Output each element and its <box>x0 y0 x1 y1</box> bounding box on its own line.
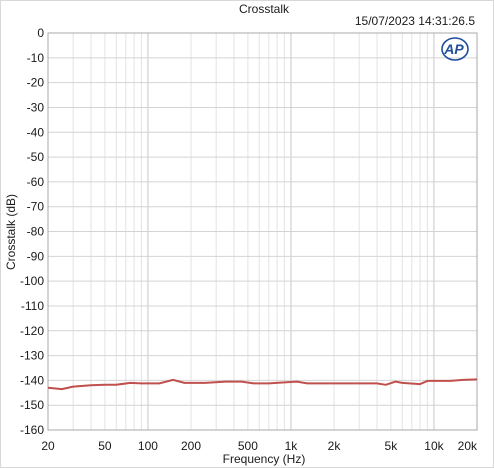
y-tick-label: -120 <box>20 324 44 338</box>
chart-title: Crosstalk <box>239 2 290 16</box>
grid <box>48 33 477 430</box>
x-tick-label: 1k <box>285 439 299 453</box>
x-tick-label: 5k <box>385 439 399 453</box>
plot-area <box>47 32 478 431</box>
y-tick-label: -140 <box>20 373 44 387</box>
ap-logo-ring <box>441 37 469 61</box>
ap-logo-text: AP <box>443 41 464 57</box>
y-tick-label: -40 <box>27 125 45 139</box>
x-tick-label: 2k <box>328 439 342 453</box>
x-tick-label: 500 <box>238 439 258 453</box>
y-tick-label: -80 <box>27 225 45 239</box>
y-tick-label: -90 <box>27 249 45 263</box>
y-tick-label: -20 <box>27 76 45 90</box>
series-layer <box>47 378 478 391</box>
ap-logo: AP <box>441 37 469 61</box>
y-tick-label: -130 <box>20 349 44 363</box>
y-axis-title: Crosstalk (dB) <box>4 194 18 270</box>
x-axis-ticks: 20 50 100 200 500 1k 2k 5k 10k 20k <box>41 439 478 453</box>
y-axis-ticks: 0 -10 -20 -30 -40 -50 -60 -70 -80 -90 -100 -110 -120… <box>20 26 44 437</box>
x-tick-label: 20k <box>458 439 478 453</box>
chart-timestamp: 15/07/2023 14:31:26.5 <box>355 14 475 28</box>
x-tick-label: 200 <box>181 439 201 453</box>
y-tick-label: 0 <box>37 26 44 40</box>
y-tick-label: -10 <box>27 51 45 65</box>
y-tick-label: -110 <box>21 299 44 313</box>
x-tick-label: 50 <box>98 439 112 453</box>
y-tick-label: -70 <box>27 200 45 214</box>
x-tick-label: 100 <box>138 439 158 453</box>
series-line <box>47 378 478 391</box>
y-tick-label: -160 <box>20 423 44 437</box>
y-tick-label: -150 <box>20 398 44 412</box>
y-tick-label: -50 <box>27 150 45 164</box>
x-tick-label: 10k <box>424 439 444 453</box>
y-tick-label: -30 <box>27 100 45 114</box>
y-tick-label: -60 <box>27 175 45 189</box>
y-tick-label: -100 <box>20 274 44 288</box>
x-axis-title: Frequency (Hz) <box>223 452 306 466</box>
x-tick-label: 20 <box>41 439 55 453</box>
